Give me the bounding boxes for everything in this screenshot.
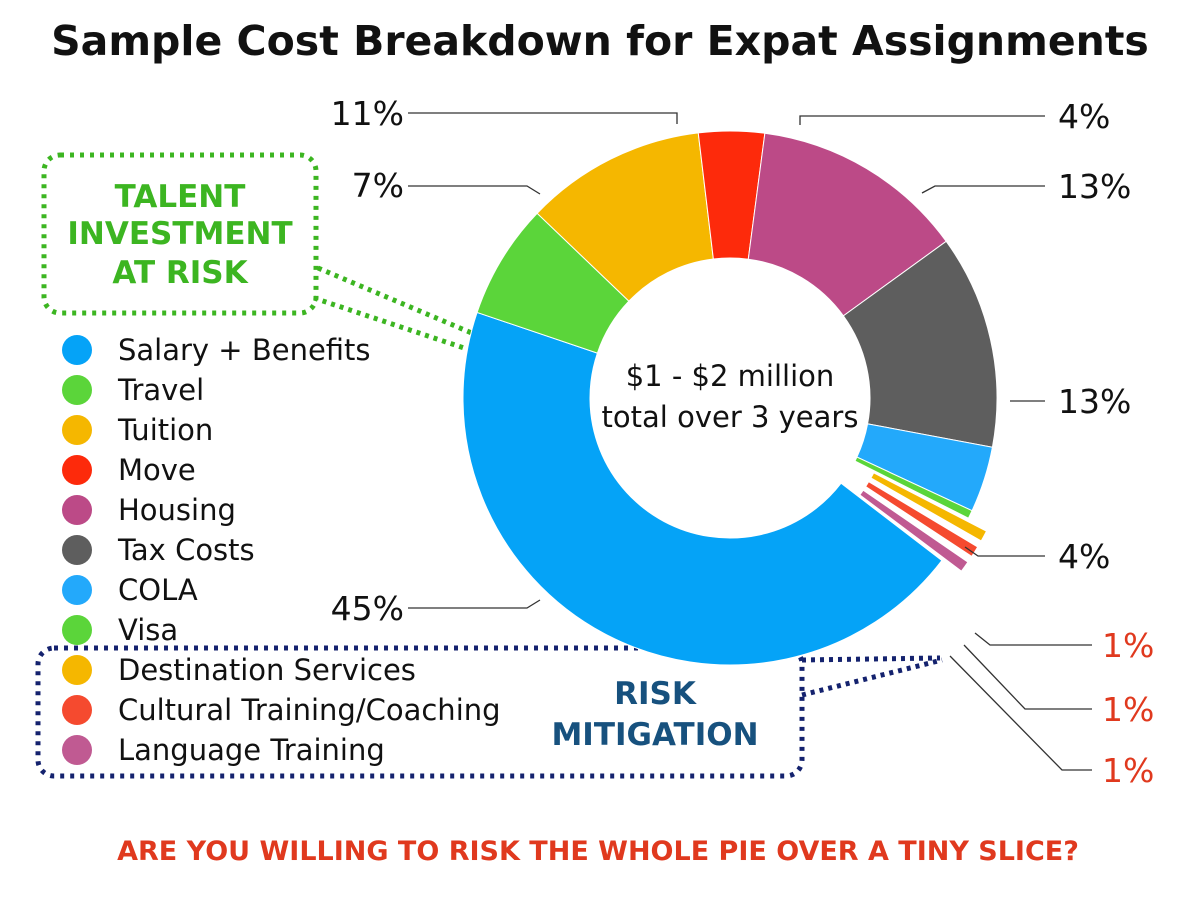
legend-label-10: Language Training	[118, 733, 385, 767]
risk-callout-box	[35, 645, 805, 779]
leader-line-travel	[408, 185, 541, 195]
leader-line-cultural	[963, 644, 1092, 710]
slice-label-cola: 4%	[1058, 537, 1110, 576]
slice-salary-benefits	[462, 311, 943, 666]
slice-label-language: 1%	[1102, 751, 1154, 790]
legend-swatch-3	[62, 455, 92, 485]
legend: Salary + Benefits Travel Tuition Move Housin…	[62, 333, 501, 767]
slice-visa	[854, 456, 973, 519]
center-label-line-1: $1 - $2 million	[626, 359, 835, 393]
legend-swatch-2	[62, 415, 92, 445]
talent-callout-box	[41, 152, 319, 316]
risk-callout-line-1: RISK	[614, 676, 697, 712]
legend-swatch-10	[62, 735, 92, 765]
slice-label-destination: 1%	[1102, 626, 1154, 665]
legend-label-6: COLA	[118, 573, 198, 607]
legend-swatch-8	[62, 655, 92, 685]
legend-swatch-9	[62, 695, 92, 725]
legend-label-9: Cultural Training/Coaching	[118, 693, 501, 727]
leader-line-language	[949, 655, 1092, 771]
chart-title: Sample Cost Breakdown for Expat Assignme…	[51, 17, 1149, 65]
leader-line-destination	[974, 632, 1092, 646]
legend-label-0: Salary + Benefits	[118, 333, 371, 367]
leader-line-cola	[964, 546, 1045, 557]
legend-swatch-0	[62, 335, 92, 365]
talent-callout-line-2: INVESTMENT	[67, 216, 292, 252]
legend-label-1: Travel	[117, 373, 204, 407]
legend-swatch-5	[62, 535, 92, 565]
slice-label-travel: 7%	[352, 166, 404, 205]
legend-label-2: Tuition	[117, 413, 213, 447]
donut-slices	[462, 130, 998, 666]
slice-label-salary: 45%	[331, 589, 404, 628]
risk-callout-connector	[801, 655, 943, 698]
legend-label-4: Housing	[118, 493, 236, 527]
slice-label-move: 4%	[1058, 97, 1110, 136]
slice-label-tax: 13%	[1058, 382, 1131, 421]
slice-label-housing: 13%	[1058, 167, 1131, 206]
legend-swatch-1	[62, 375, 92, 405]
center-label-line-2: total over 3 years	[602, 400, 859, 434]
slice-label-tuition: 11%	[331, 94, 404, 133]
slice-language-training	[859, 489, 969, 572]
legend-label-7: Visa	[118, 613, 178, 647]
legend-swatch-6	[62, 575, 92, 605]
leader-line-housing	[921, 185, 1045, 194]
leader-line-tuition	[408, 112, 678, 124]
legend-label-3: Move	[118, 453, 196, 487]
leader-line-move	[799, 115, 1045, 125]
talent-callout-line-1: TALENT	[115, 179, 246, 215]
legend-swatch-4	[62, 495, 92, 525]
leader-line-salary	[408, 599, 541, 609]
legend-label-5: Tax Costs	[117, 533, 255, 567]
leader-lines	[408, 112, 1092, 771]
slice-cultural-training-coaching	[864, 480, 979, 558]
footer-question: ARE YOU WILLING TO RISK THE WHOLE PIE OV…	[117, 836, 1079, 867]
talent-callout-line-3: AT RISK	[112, 255, 248, 291]
legend-label-8: Destination Services	[118, 653, 416, 687]
legend-swatch-7	[62, 615, 92, 645]
risk-callout-line-2: MITIGATION	[551, 717, 758, 753]
slice-label-cultural: 1%	[1102, 690, 1154, 729]
slice-destination-services	[870, 472, 988, 542]
